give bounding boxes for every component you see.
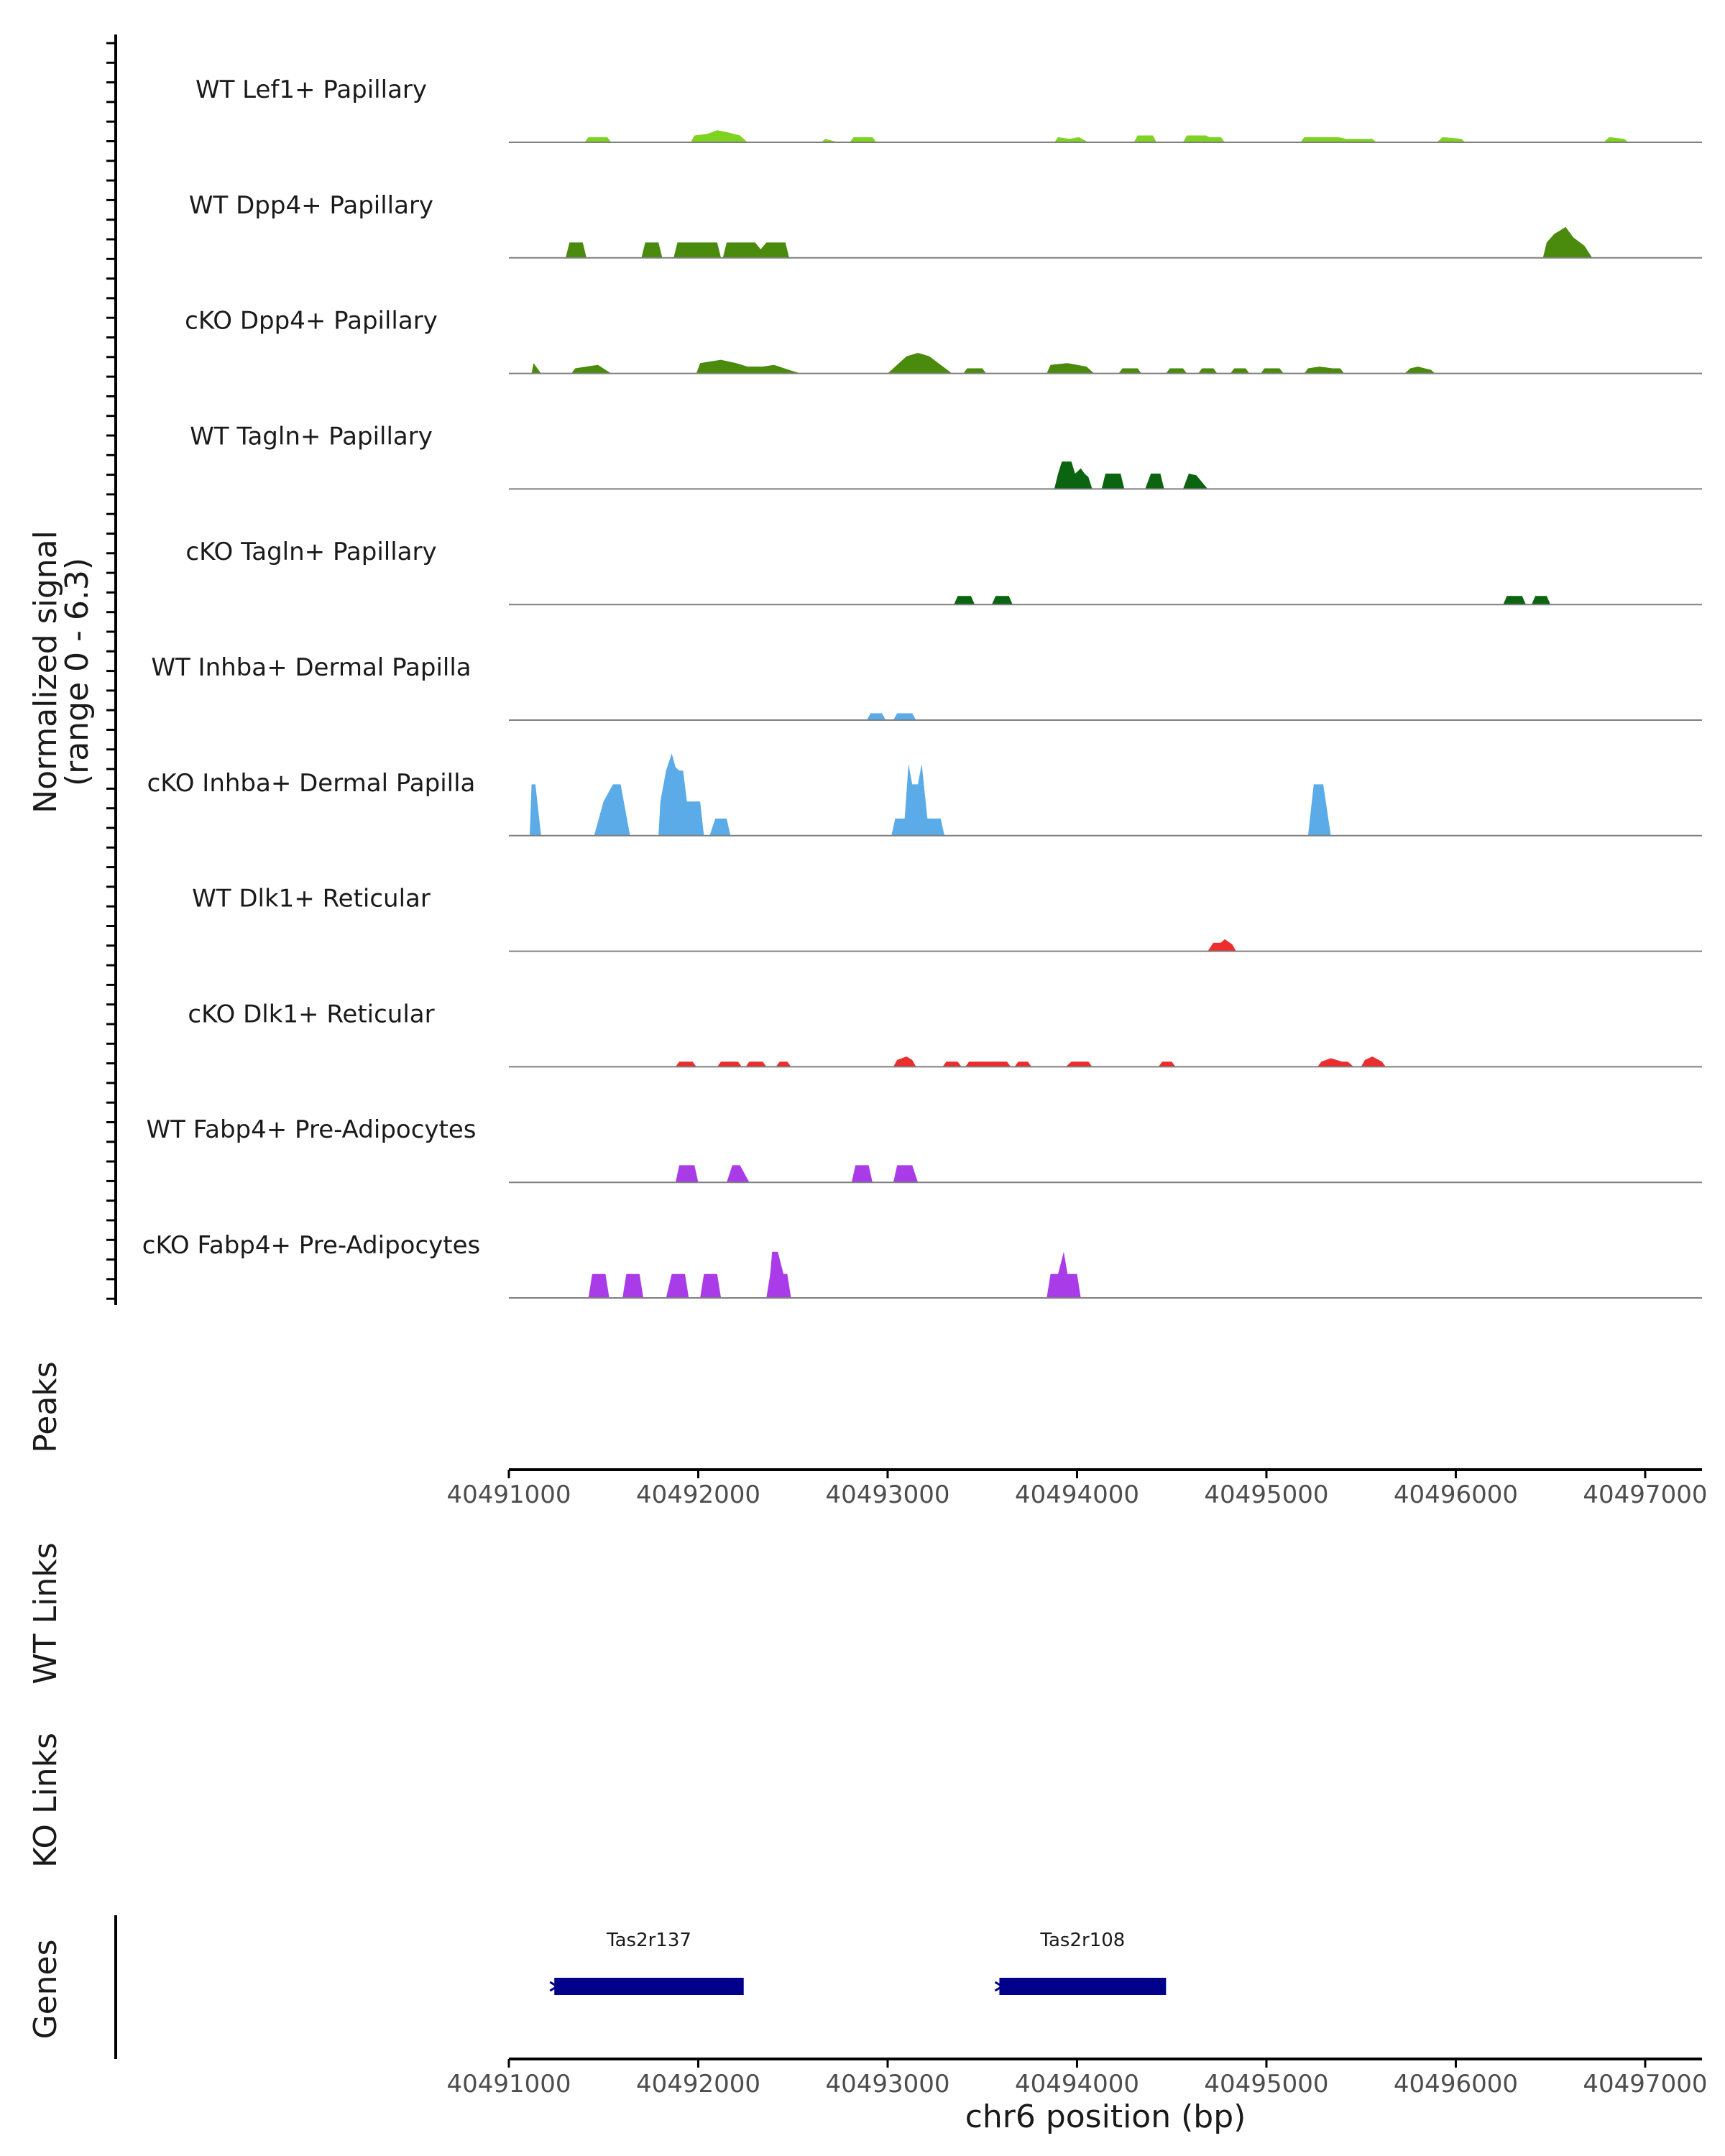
track-label: WT Tagln+ Papillary [190,422,433,451]
gene-name: Tas2r137 [606,1930,691,1951]
track-label: WT Fabp4+ Pre-Adipocytes [147,1115,477,1144]
x-tick-label: 40492000 [636,1480,760,1509]
x-tick-label: 40495000 [1204,2070,1328,2099]
x-tick-label: 40491000 [446,2070,571,2099]
signal-area [1054,461,1208,489]
strand-arrow-icon [549,1981,560,1992]
track-label: cKO Tagln+ Papillary [185,538,436,566]
signal-area [588,1251,1081,1298]
x-tick-label: 40495000 [1204,1480,1328,1509]
gene-name: Tas2r108 [1039,1930,1125,1951]
track-0: WT Lef1+ Papillary [196,75,1702,143]
ko-links-label: KO Links [27,1733,64,1868]
track-6: cKO Inhba+ Dermal Papilla [147,753,1702,837]
track-label: WT Dlk1+ Reticular [192,885,431,913]
signal-area [954,596,1551,605]
track-label: cKO Dpp4+ Papillary [185,307,438,336]
gene-body [554,1978,744,1995]
x-tick-label: 40494000 [1015,2070,1139,2099]
track-4: cKO Tagln+ Papillary [185,538,1702,606]
signal-area [867,713,916,720]
x-axis-genes: 40491000 40492000 40493000 40494000 40495000… [446,2059,1707,2099]
track-2: cKO Dpp4+ Papillary [185,307,1702,374]
gene: Tas2r137 [549,1930,744,1995]
track-label: WT Inhba+ Dermal Papilla [151,653,471,682]
x-tick-label: 40493000 [825,1480,949,1509]
y-axis-title: Normalized signal [27,530,64,814]
y-axis-ticks [106,42,116,1300]
signal-area [530,753,1331,836]
track-3: WT Tagln+ Papillary [190,422,1702,490]
signal-area [675,1056,1386,1067]
x-tick-label: 40496000 [1394,2070,1518,2099]
gene-body [999,1978,1167,1995]
track-5: WT Inhba+ Dermal Papilla [151,653,1702,721]
coverage-tracks: WT Lef1+ Papillary WT Dpp4+ Papillary cKO … [142,75,1702,1299]
x-tick-label: 40496000 [1394,1480,1518,1509]
x-tick-label: 40494000 [1015,1480,1139,1509]
x-axis-peaks: 40491000 40492000 40493000 40494000 40495000… [446,1470,1707,1509]
genes-label: Genes [27,1939,64,2039]
x-tick-label: 40497000 [1583,1480,1707,1509]
signal-area [675,1165,919,1183]
track-label: cKO Fabp4+ Pre-Adipocytes [142,1231,481,1260]
x-axis-title: chr6 position (bp) [965,2099,1246,2135]
strand-arrow-icon [994,1981,1005,1992]
y-axis-range: (range 0 - 6.3) [59,558,96,786]
track-1: WT Dpp4+ Papillary [189,191,1702,259]
x-tick-label: 40491000 [446,1480,571,1509]
gene-track: Tas2r137 Tas2r108 [549,1930,1167,1995]
track-10: cKO Fabp4+ Pre-Adipocytes [142,1231,1702,1299]
x-tick-label: 40493000 [825,2070,949,2099]
gene: Tas2r108 [994,1930,1167,1995]
signal-area [566,226,1593,258]
signal-area [531,353,1435,374]
peaks-label: Peaks [27,1361,64,1452]
x-tick-label: 40492000 [636,2070,760,2099]
track-label: WT Dpp4+ Papillary [189,191,433,220]
signal-area [584,130,1629,142]
wt-links-label: WT Links [27,1542,64,1684]
x-tick-label: 40497000 [1583,2070,1707,2099]
track-label: cKO Inhba+ Dermal Papilla [147,769,476,798]
track-9: WT Fabp4+ Pre-Adipocytes [147,1115,1702,1184]
track-8: cKO Dlk1+ Reticular [188,1000,1702,1068]
track-label: cKO Dlk1+ Reticular [188,1000,434,1028]
track-7: WT Dlk1+ Reticular [192,885,1702,952]
signal-area [1208,939,1236,952]
track-label: WT Lef1+ Papillary [196,75,427,104]
